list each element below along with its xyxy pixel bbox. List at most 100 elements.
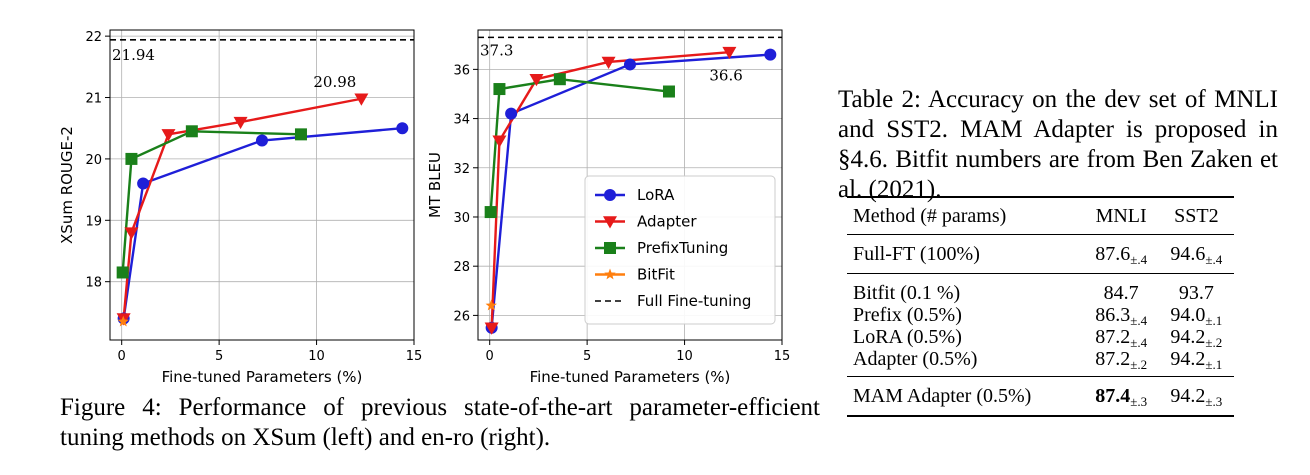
chart-legend: LoRA Adapter PrefixTuning BitFit Full Fine-t…: [584, 175, 776, 325]
full-finetune-value-label: 37.3: [480, 41, 513, 59]
cell-mnli: 84.7: [1084, 274, 1159, 304]
x-tick-label: 5: [583, 349, 591, 364]
plot-frame: [477, 29, 783, 341]
header-method: Method (# params): [847, 196, 1084, 235]
y-tick-label: 22: [85, 30, 102, 45]
point-adapter: [492, 135, 507, 148]
cell-method: Adapter (0.5%): [853, 348, 978, 370]
table-row-adapter: Adapter (0.5%) 87.2±.2 94.2±.1: [847, 348, 1234, 377]
cell-sst2: 94.0±.1: [1159, 304, 1234, 328]
legend-swatch-marker: [603, 216, 617, 229]
series-line-lora: [122, 127, 403, 319]
point-prefixtuning: [484, 206, 497, 219]
x-tick-label: 15: [406, 349, 423, 364]
y-tick-label: 32: [453, 162, 470, 177]
point-lora: [764, 48, 777, 61]
results-table: Method (# params) MNLI SST2 Full-FT (100…: [847, 196, 1234, 417]
point-prefixtuning: [662, 85, 675, 98]
table-header-row: Method (# params) MNLI SST2: [847, 196, 1234, 235]
x-tick-label: 15: [774, 349, 791, 364]
table-row-full-ft: Full-FT (100%) 87.6±.4 94.6±.4: [847, 235, 1234, 274]
legend-entry-label: Full Fine-tuning: [637, 292, 751, 310]
x-axis-label: Fine-tuned Parameters (%): [530, 368, 731, 386]
cell-sst2-std: ±.2: [1205, 335, 1223, 350]
y-tick-label: 18: [85, 276, 102, 291]
point-prefixtuning: [125, 152, 138, 165]
cell-mnli-std: ±.4: [1130, 252, 1148, 267]
x-tick-label: 0: [486, 349, 494, 364]
figure-4-charts: 0 5 10 15 18 19 20 21 22 21.94 20.98 Fine-tuned Par…: [58, 29, 791, 386]
cell-method: MAM Adapter (0.5%): [847, 376, 1084, 417]
point-prefixtuning: [553, 73, 566, 86]
cell-sst2-value: 94.2: [1170, 348, 1206, 370]
table-row-lora: LoRA (0.5%) 87.2±.4 94.2±.2: [847, 326, 1234, 350]
y-axis-label: MT BLEU: [426, 152, 444, 218]
point-bitfit: [117, 315, 129, 327]
cell-sst2-value: 94.6: [1170, 243, 1206, 265]
table-caption: Table 2: Accuracy on the dev set of MNLI…: [838, 86, 1278, 203]
point-adapter: [601, 56, 616, 69]
cell-sst2: 94.6±.4: [1159, 235, 1234, 274]
y-tick-label: 28: [453, 260, 470, 275]
full-finetune-value-label: 21.94: [112, 46, 155, 64]
cell-sst2: 94.2±.2: [1159, 326, 1234, 350]
cell-mnli: 87.2±.4: [1084, 326, 1159, 350]
x-axis-label: Fine-tuned Parameters (%): [162, 368, 363, 386]
legend-entry-label: Adapter: [637, 213, 697, 231]
y-axis-label: XSum ROUGE-2: [58, 126, 76, 244]
cell-method: LoRA (0.5%): [853, 326, 962, 348]
cell-mnli-value: 84.7: [1103, 282, 1139, 304]
series-line-prefixtuning: [121, 130, 302, 273]
cell-mnli-std: ±.2: [1130, 357, 1148, 372]
point-lora: [505, 107, 518, 120]
cell-mnli-value: 87.6: [1095, 243, 1131, 265]
point-adapter: [484, 322, 499, 335]
cell-sst2: 93.7: [1159, 274, 1234, 304]
y-tick-label: 30: [453, 211, 470, 226]
point-adapter: [233, 116, 248, 130]
x-tick-label: 5: [215, 349, 223, 364]
cell-mnli-std: ±.4: [1130, 335, 1148, 350]
chart-panel-2: 0 5 10 15 26 28 30 32 34 36 37.3 36.6 Fine-tuned Par…: [426, 29, 791, 386]
series-line-lora: [490, 53, 771, 328]
y-tick-label: 19: [85, 214, 102, 229]
cell-mnli-std: ±.4: [1130, 313, 1148, 328]
legend-swatch-marker: [604, 189, 616, 201]
y-tick-label: 36: [453, 63, 470, 78]
point-prefixtuning: [116, 266, 129, 279]
data-annotation: 36.6: [709, 67, 742, 85]
header-mnli: MNLI: [1083, 196, 1159, 235]
legend-swatch-marker: [604, 242, 616, 254]
cell-mnli-std: ±.3: [1130, 394, 1148, 409]
cell-sst2: 94.2±.1: [1159, 348, 1234, 377]
x-tick-label: 10: [308, 349, 325, 364]
cell-method: Bitfit (0.1 %): [853, 282, 961, 304]
cell-mnli-value: 87.4: [1095, 385, 1131, 407]
cell-sst2: 94.2±.3: [1158, 376, 1234, 417]
cell-method: Prefix (0.5%): [853, 304, 962, 326]
table-row-prefix: Prefix (0.5%) 86.3±.4 94.0±.1: [847, 304, 1234, 328]
cell-method: Full-FT (100%): [853, 243, 980, 265]
y-tick-label: 26: [453, 309, 470, 324]
cell-mnli: 87.6±.4: [1084, 235, 1159, 274]
x-tick-label: 0: [118, 349, 126, 364]
cell-mnli: 87.2±.2: [1084, 348, 1159, 377]
cell-mnli-value: 87.2: [1095, 348, 1131, 370]
legend-swatch-marker: [604, 268, 616, 280]
point-prefixtuning: [185, 125, 198, 138]
point-lora: [137, 177, 150, 190]
point-lora: [624, 58, 636, 71]
x-tick-label: 10: [676, 349, 693, 364]
y-tick-label: 34: [453, 113, 470, 128]
y-tick-label: 21: [85, 92, 102, 107]
point-prefixtuning: [493, 83, 506, 96]
y-tick-label: 20: [85, 153, 102, 168]
table-row-bitfit: Bitfit (0.1 %) 84.7 93.7: [847, 274, 1234, 304]
cell-sst2-value: 94.2: [1170, 385, 1206, 407]
cell-sst2-value: 94.2: [1170, 326, 1206, 348]
legend-entry-label: LoRA: [637, 186, 675, 204]
cell-sst2-value: 94.0: [1170, 304, 1206, 326]
cell-sst2-std: ±.1: [1205, 313, 1223, 328]
cell-sst2-std: ±.1: [1205, 357, 1223, 372]
header-sst2: SST2: [1158, 196, 1234, 235]
